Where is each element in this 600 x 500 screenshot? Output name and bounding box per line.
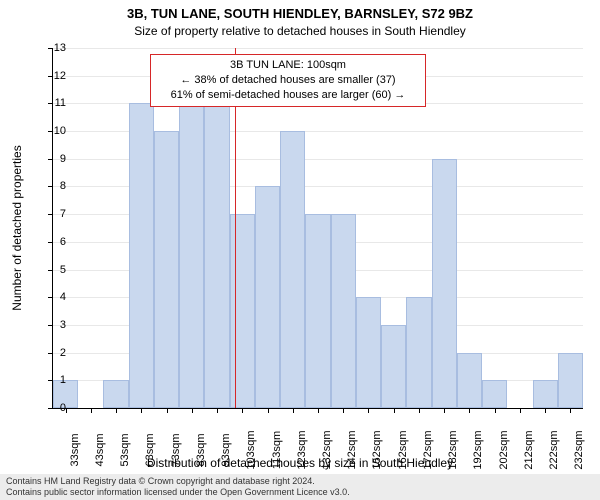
y-tick-label: 13 bbox=[46, 42, 66, 54]
y-axis-label: Number of detached properties bbox=[10, 145, 24, 310]
y-tick-label: 7 bbox=[46, 208, 66, 220]
y-tick-label: 12 bbox=[46, 70, 66, 82]
histogram-bar bbox=[280, 131, 305, 408]
histogram-bar bbox=[204, 103, 229, 408]
histogram-chart: 3B, TUN LANE, SOUTH HIENDLEY, BARNSLEY, … bbox=[0, 0, 600, 500]
y-tick-label: 2 bbox=[46, 347, 66, 359]
footer-attribution: Contains HM Land Registry data © Crown c… bbox=[0, 474, 600, 500]
y-tick-label: 5 bbox=[46, 264, 66, 276]
y-tick-label: 9 bbox=[46, 153, 66, 165]
histogram-bar bbox=[406, 297, 431, 408]
annotation-line-2: ← 38% of detached houses are smaller (37… bbox=[159, 73, 417, 88]
x-axis-label: Distribution of detached houses by size … bbox=[0, 456, 600, 470]
annotation-line-3: 61% of semi-detached houses are larger (… bbox=[159, 88, 417, 103]
histogram-bar bbox=[457, 353, 482, 408]
y-tick-label: 8 bbox=[46, 180, 66, 192]
y-tick-label: 3 bbox=[46, 319, 66, 331]
histogram-bar bbox=[432, 159, 457, 408]
y-tick-label: 11 bbox=[46, 97, 66, 109]
footer-line-1: Contains HM Land Registry data © Crown c… bbox=[6, 476, 594, 487]
histogram-bar bbox=[558, 353, 583, 408]
histogram-bar bbox=[230, 214, 255, 408]
annotation-line-1: 3B TUN LANE: 100sqm bbox=[159, 58, 417, 73]
histogram-bar bbox=[179, 103, 204, 408]
y-tick-label: 6 bbox=[46, 236, 66, 248]
annotation-box: 3B TUN LANE: 100sqm ← 38% of detached ho… bbox=[150, 54, 426, 107]
histogram-bar bbox=[103, 380, 128, 408]
y-tick-label: 1 bbox=[46, 374, 66, 386]
histogram-bar bbox=[255, 186, 280, 408]
footer-line-2: Contains public sector information licen… bbox=[6, 487, 594, 498]
histogram-bar bbox=[482, 380, 507, 408]
histogram-bar bbox=[154, 131, 179, 408]
histogram-bar bbox=[381, 325, 406, 408]
histogram-bar bbox=[305, 214, 330, 408]
chart-title-sub: Size of property relative to detached ho… bbox=[0, 24, 600, 38]
histogram-bar bbox=[356, 297, 381, 408]
histogram-bar bbox=[533, 380, 558, 408]
y-tick-label: 4 bbox=[46, 291, 66, 303]
histogram-bar bbox=[129, 103, 154, 408]
chart-title-main: 3B, TUN LANE, SOUTH HIENDLEY, BARNSLEY, … bbox=[0, 6, 600, 21]
y-tick-label: 10 bbox=[46, 125, 66, 137]
y-tick-label: 0 bbox=[46, 402, 66, 414]
histogram-bar bbox=[331, 214, 356, 408]
